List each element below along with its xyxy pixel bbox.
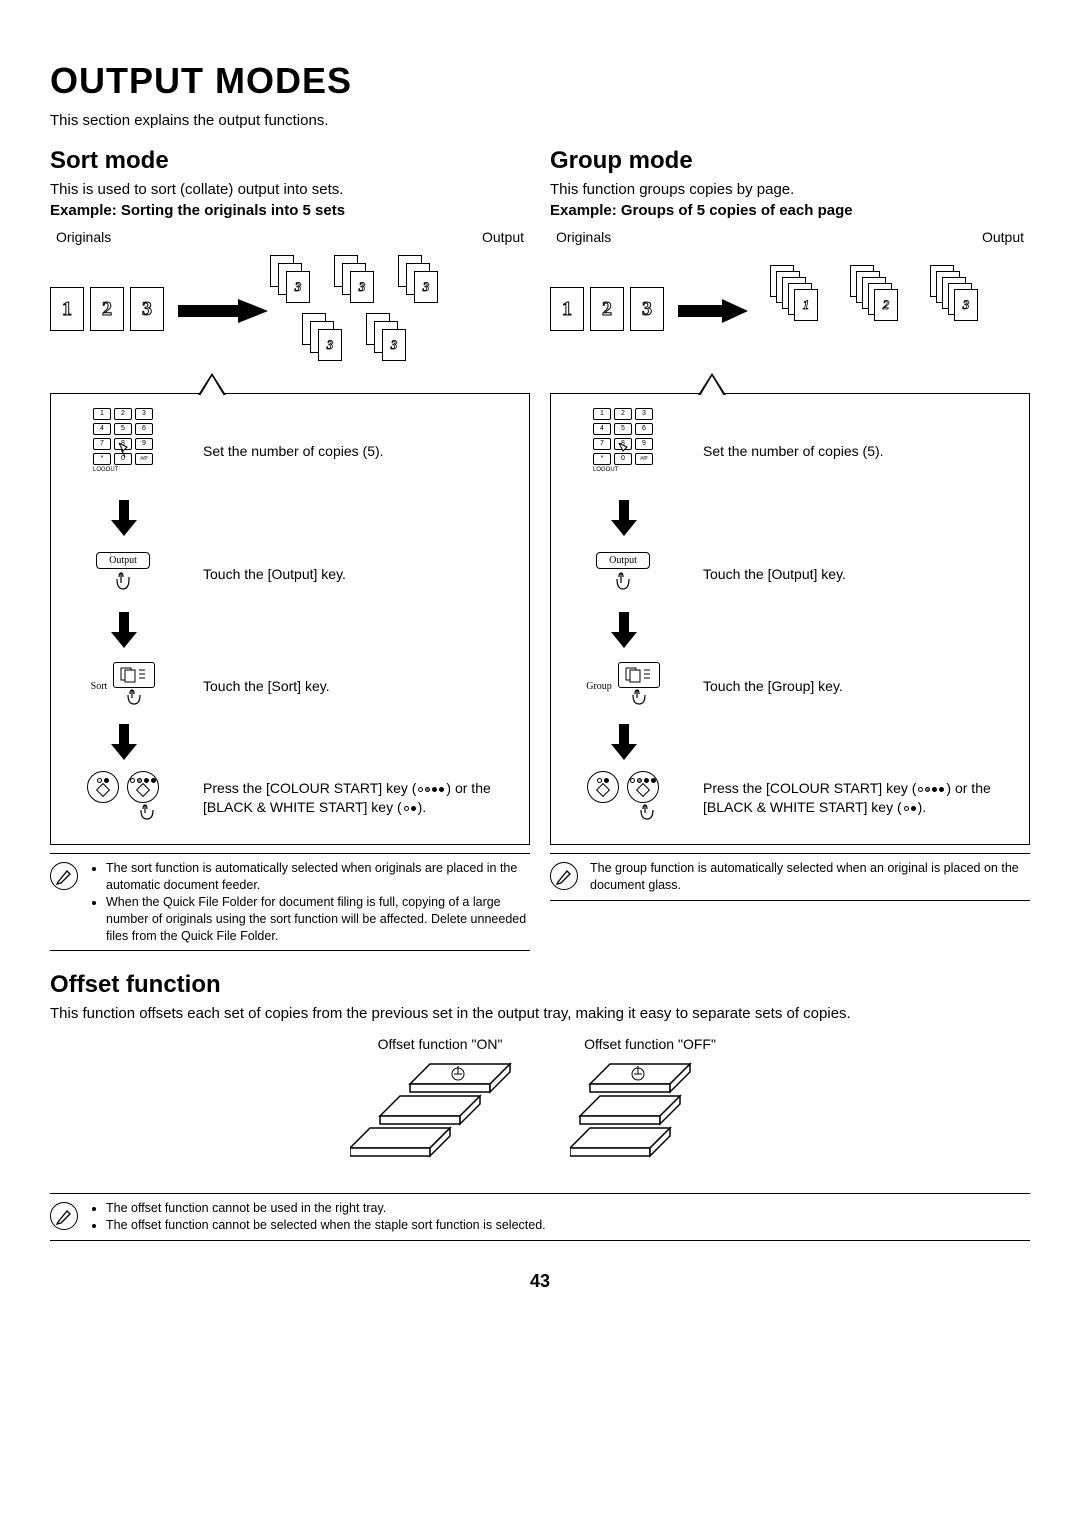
original-page: 2 [90,287,124,331]
note-item: The sort function is automatically selec… [106,860,530,894]
group-key-label: Group [586,681,612,692]
start-keys-icon [87,771,159,803]
step-text: Press the [COLOUR START] key () or the [… [703,779,1017,817]
note-item: The offset function cannot be selected w… [106,1217,546,1234]
down-arrow-icon [611,500,637,536]
original-page: 3 [130,287,164,331]
arrow-icon [178,299,268,323]
sort-key-label: Sort [91,681,108,692]
cursor-icon [635,803,659,823]
output-key-icon: Output [596,552,650,569]
group-sub: This function groups copies by page. [550,181,1030,198]
step-text: Touch the [Output] key. [703,565,1017,584]
note-icon [50,1202,78,1230]
group-diagram: 1 2 3 11111 22222 33333 [550,249,1030,369]
sort-mode-section: Sort mode This is used to sort (collate)… [50,147,530,951]
keypad-icon: 123 456 789 *0#/P LOGOUT [563,408,683,494]
sort-sub: This is used to sort (collate) output in… [50,181,530,198]
intro-text: This section explains the output functio… [50,112,1030,129]
group-note: The group function is automatically sele… [550,853,1030,901]
group-example: Example: Groups of 5 copies of each page [550,202,1030,219]
offset-off-icon [570,1060,730,1170]
note-item: When the Quick File Folder for document … [106,894,530,945]
page-number: 43 [50,1271,1030,1292]
group-originals-label: Originals [556,229,611,245]
original-page: 1 [550,287,584,331]
cursor-icon [611,571,635,593]
step-text: Touch the [Sort] key. [203,677,517,696]
group-flow: 123 456 789 *0#/P LOGOUT Set the number … [550,373,1030,845]
down-arrow-icon [611,724,637,760]
offset-section: Offset function This function offsets ea… [50,971,1030,1241]
page-title: OUTPUT MODES [50,60,1030,102]
group-key-icon [618,662,660,688]
sort-heading: Sort mode [50,147,530,175]
original-page: 3 [630,287,664,331]
group-output-label: Output [982,229,1024,245]
offset-note: The offset function cannot be used in th… [50,1193,1030,1241]
group-heading: Group mode [550,147,1030,175]
sort-output-label: Output [482,229,524,245]
cursor-icon [135,803,159,823]
output-key-icon: Output [96,552,150,569]
sort-flow: 123 456 789 *0#/P LOGOUT Set the number … [50,373,530,845]
original-page: 2 [590,287,624,331]
cursor-icon [111,571,135,593]
note-item: The group function is automatically sele… [590,860,1030,894]
sort-originals-label: Originals [56,229,111,245]
offset-on-icon [350,1060,530,1170]
sort-key-icon [113,662,155,688]
arrow-icon [678,299,748,323]
cursor-icon [627,688,651,708]
original-page: 1 [50,287,84,331]
offset-off-label: Offset function "OFF" [570,1036,730,1052]
down-arrow-icon [111,612,137,648]
cursor-icon [122,688,146,708]
keypad-icon: 123 456 789 *0#/P LOGOUT [63,408,183,494]
down-arrow-icon [111,500,137,536]
step-text: Touch the [Output] key. [203,565,517,584]
offset-on-label: Offset function "ON" [350,1036,530,1052]
down-arrow-icon [611,612,637,648]
group-mode-section: Group mode This function groups copies b… [550,147,1030,951]
note-icon [50,862,78,890]
note-icon [550,862,578,890]
cursor-icon [611,443,671,461]
sort-example: Example: Sorting the originals into 5 se… [50,202,530,219]
start-keys-icon [587,771,659,803]
sort-note: The sort function is automatically selec… [50,853,530,951]
offset-heading: Offset function [50,971,1030,999]
cursor-icon [111,443,171,461]
offset-sub: This function offsets each set of copies… [50,1005,1030,1022]
sort-diagram: 1 2 3 123 123 123 123 123 [50,249,530,369]
down-arrow-icon [111,724,137,760]
step-text: Touch the [Group] key. [703,677,1017,696]
step-text: Set the number of copies (5). [703,442,1017,461]
note-item: The offset function cannot be used in th… [106,1200,546,1217]
step-text: Set the number of copies (5). [203,442,517,461]
step-text: Press the [COLOUR START] key () or the [… [203,779,517,817]
